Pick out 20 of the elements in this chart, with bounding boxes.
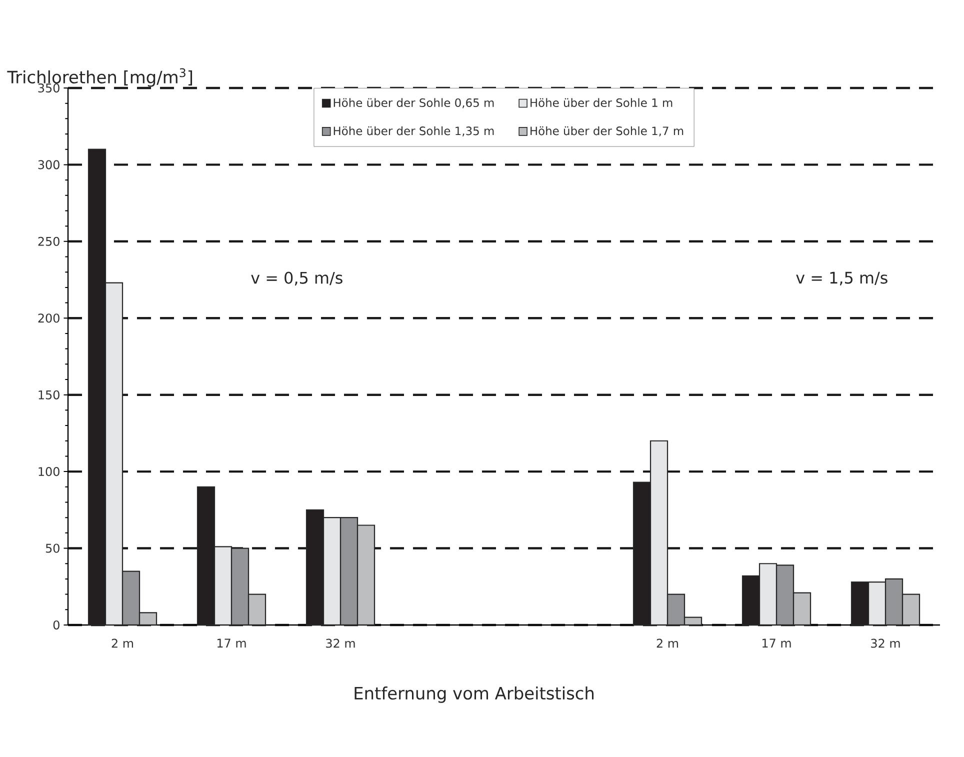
legend-label: Höhe über der Sohle 1 m — [530, 98, 672, 108]
x-tick-label: 2 m — [656, 638, 678, 648]
y-tick-label: 50 — [46, 544, 60, 553]
y-tick-label: 300 — [38, 160, 60, 170]
legend-label: Höhe über der Sohle 1,7 m — [530, 126, 684, 136]
x-tick-label: 17 m — [762, 638, 791, 648]
x-tick-label: 17 m — [217, 638, 246, 648]
annotation: v = 1,5 m/s — [796, 272, 888, 286]
y-tick-label: 250 — [38, 236, 60, 246]
y-tick-label: 100 — [38, 467, 60, 476]
x-tick-label: 2 m — [112, 638, 133, 648]
y-tick-label: 0 — [53, 620, 60, 630]
x-axis-title: Entfernung vom Arbeitstisch — [354, 686, 594, 703]
x-tick-label: 32 m — [871, 638, 900, 648]
legend-label: Höhe über der Sohle 0,65 m — [334, 98, 494, 108]
legend-label: Höhe über der Sohle 1,35 m — [334, 126, 494, 136]
annotation: v = 0,5 m/s — [251, 272, 342, 286]
y-tick-label: 150 — [38, 390, 60, 400]
x-tick-label: 32 m — [326, 638, 355, 648]
y-tick-label: 200 — [38, 314, 60, 323]
